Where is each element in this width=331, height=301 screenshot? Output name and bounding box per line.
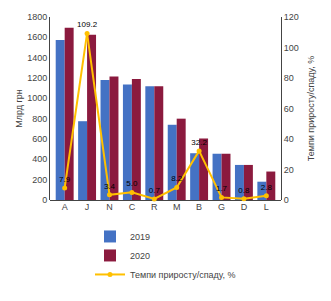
svg-text:1000: 1000 bbox=[27, 93, 47, 103]
svg-text:100: 100 bbox=[284, 43, 299, 53]
svg-text:0.7: 0.7 bbox=[149, 186, 161, 195]
svg-text:109.2: 109.2 bbox=[77, 20, 98, 29]
svg-text:1.7: 1.7 bbox=[216, 184, 228, 193]
svg-text:2020: 2020 bbox=[130, 251, 150, 261]
svg-text:N: N bbox=[106, 202, 113, 212]
svg-text:3.4: 3.4 bbox=[104, 182, 116, 191]
svg-text:2.8: 2.8 bbox=[261, 183, 273, 192]
svg-text:Темпи приросту/спаду, %: Темпи приросту/спаду, % bbox=[306, 56, 316, 161]
svg-text:32.2: 32.2 bbox=[191, 138, 207, 147]
svg-text:80: 80 bbox=[284, 73, 294, 83]
svg-text:1400: 1400 bbox=[27, 53, 47, 63]
svg-text:7.9: 7.9 bbox=[59, 175, 71, 184]
svg-text:40: 40 bbox=[284, 134, 294, 144]
svg-text:R: R bbox=[151, 202, 158, 212]
svg-text:0: 0 bbox=[42, 195, 47, 205]
svg-text:200: 200 bbox=[32, 175, 47, 185]
svg-text:Темпи приросту/спаду, %: Темпи приросту/спаду, % bbox=[130, 270, 235, 280]
svg-text:120: 120 bbox=[284, 12, 299, 22]
svg-text:8.2: 8.2 bbox=[171, 174, 183, 183]
svg-text:J: J bbox=[85, 202, 90, 212]
svg-text:0: 0 bbox=[284, 195, 289, 205]
svg-text:Млрд грн: Млрд грн bbox=[14, 89, 24, 128]
svg-text:D: D bbox=[241, 202, 248, 212]
svg-text:1600: 1600 bbox=[27, 32, 47, 42]
svg-text:B: B bbox=[196, 202, 202, 212]
svg-text:L: L bbox=[264, 202, 269, 212]
svg-text:C: C bbox=[129, 202, 136, 212]
svg-text:G: G bbox=[218, 202, 225, 212]
svg-text:600: 600 bbox=[32, 134, 47, 144]
svg-text:60: 60 bbox=[284, 104, 294, 114]
svg-text:0.8: 0.8 bbox=[238, 186, 250, 195]
svg-text:20: 20 bbox=[284, 165, 294, 175]
svg-text:400: 400 bbox=[32, 154, 47, 164]
svg-text:1200: 1200 bbox=[27, 73, 47, 83]
svg-text:5.0: 5.0 bbox=[126, 179, 138, 188]
svg-text:2019: 2019 bbox=[130, 232, 150, 242]
svg-text:A: A bbox=[62, 202, 68, 212]
svg-text:1800: 1800 bbox=[27, 12, 47, 22]
svg-text:M: M bbox=[173, 202, 181, 212]
svg-text:800: 800 bbox=[32, 114, 47, 124]
